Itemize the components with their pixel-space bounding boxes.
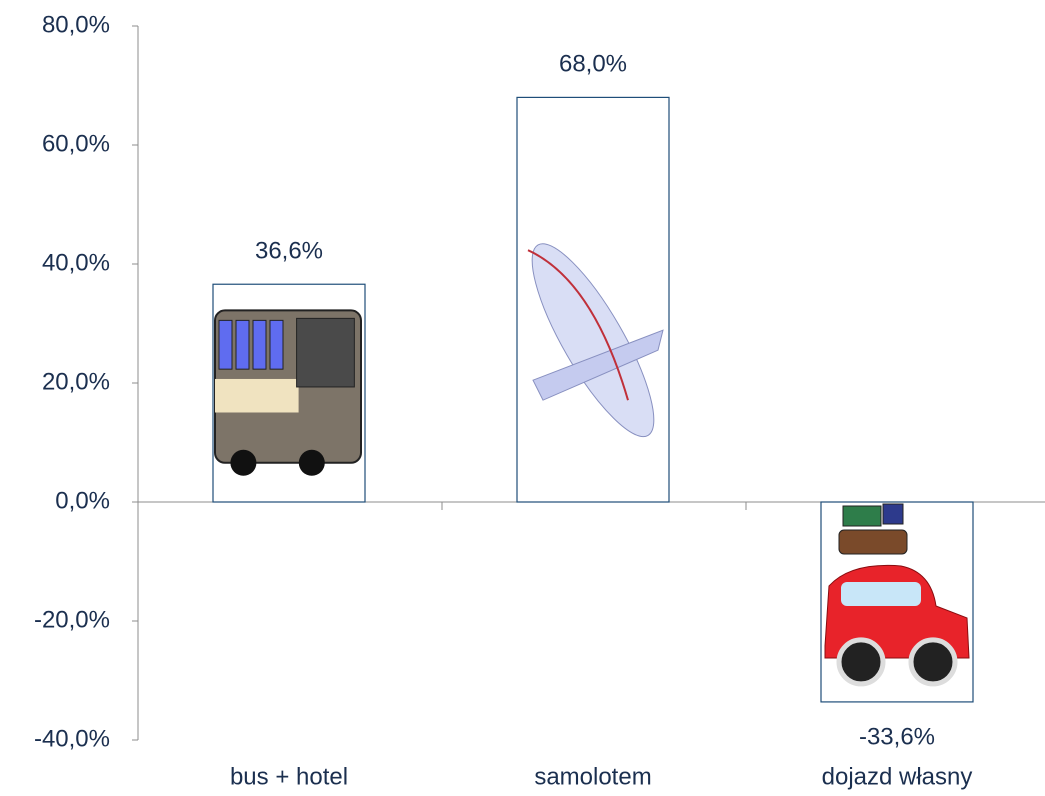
plane-stripe [527,249,629,401]
y-tick-label: 20,0% [42,368,110,395]
bus-window [269,319,284,370]
bus-window [218,319,233,370]
y-tick-label: 80,0% [42,11,110,38]
y-tick-label: 60,0% [42,130,110,157]
y-tick-label: -20,0% [34,606,110,633]
bus-window [252,319,267,370]
car-wheel [908,637,958,687]
value-label: 36,6% [255,238,323,265]
bus-stripe [215,378,299,413]
bar-picture [824,503,970,687]
bar-picture [214,309,362,476]
y-tick-label: 40,0% [42,249,110,276]
suitcase [838,529,908,555]
x-tick-label: bus + hotel [230,763,348,790]
bus-wheel [230,449,257,476]
y-tick-label: -40,0% [34,725,110,752]
y-tick-label: 0,0% [55,487,110,514]
plane-wing [532,329,664,401]
bus-wheel [298,449,325,476]
value-label: 68,0% [559,51,627,78]
bag [842,505,882,527]
bus-windshield [296,317,355,388]
value-label: -33,6% [859,723,935,750]
car-window [841,581,921,606]
car-wheel [836,637,886,687]
bag [882,503,904,525]
x-tick-label: dojazd własny [822,763,973,790]
bus-window [235,319,250,370]
bar-picture [527,243,664,438]
x-tick-label: samolotem [534,763,651,790]
